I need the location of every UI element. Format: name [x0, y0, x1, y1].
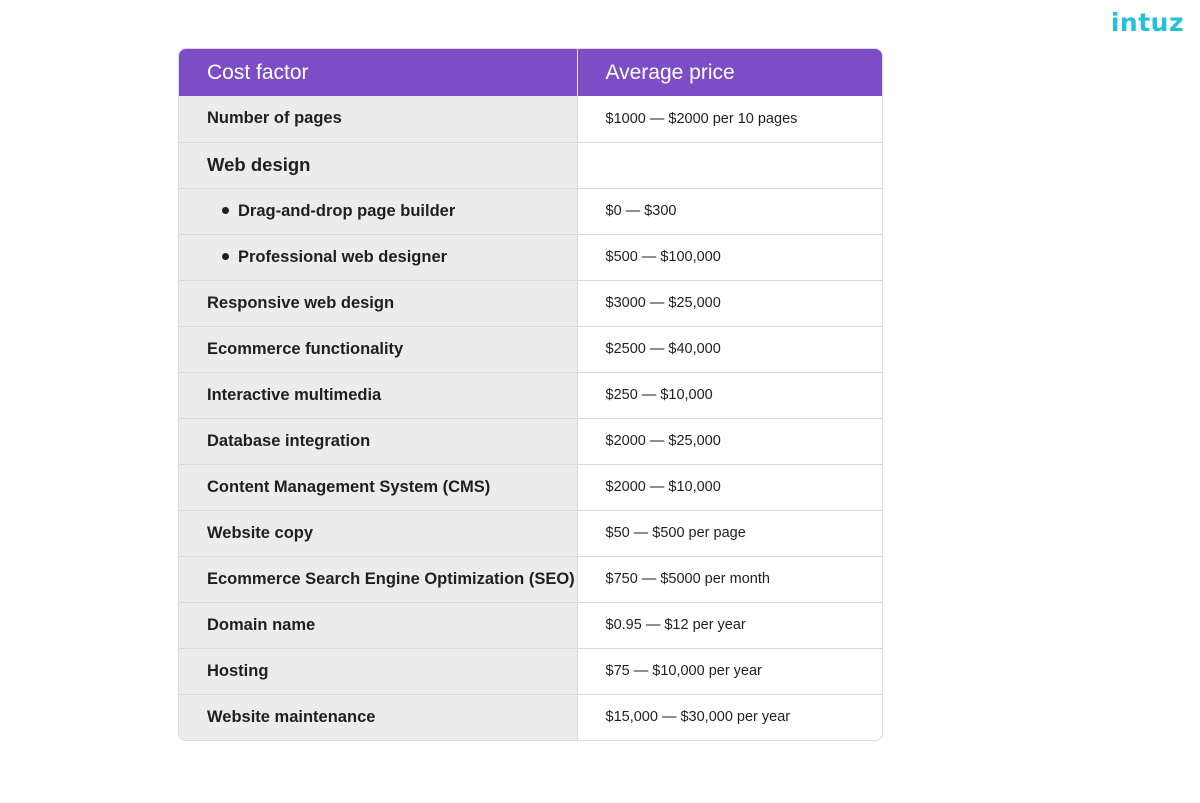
table-row: Drag-and-drop page builder $0 — $300 [179, 188, 882, 235]
column-header-cost-factor: Cost factor [179, 49, 578, 96]
price-cell: $1000 — $2000 per 10 pages [577, 96, 882, 143]
intuz-logo: intuz [1110, 8, 1184, 37]
price-cell: $75 — $10,000 per year [577, 648, 882, 695]
bullet-icon [222, 206, 229, 214]
price-cell: $2000 — $25,000 [577, 418, 882, 465]
cost-factor-subitem-cell: Drag-and-drop page builder [179, 188, 578, 235]
table-row: Web design [179, 142, 882, 189]
cost-table: Cost factor Average price Number of page… [178, 48, 883, 741]
price-cell: $2000 — $10,000 [577, 464, 882, 511]
table-row: Hosting $75 — $10,000 per year [179, 648, 882, 695]
table-row: Interactive multimedia $250 — $10,000 [179, 372, 882, 419]
column-header-average-price: Average price [577, 49, 882, 96]
cost-factor-label: Professional web designer [238, 247, 448, 266]
price-cell: $0 — $300 [577, 188, 882, 235]
price-cell: $3000 — $25,000 [577, 280, 882, 327]
price-cell [577, 142, 882, 189]
cost-factor-cell: Web design [179, 142, 578, 189]
price-cell: $0.95 — $12 per year [577, 602, 882, 649]
price-cell: $250 — $10,000 [577, 372, 882, 419]
cost-factor-cell: Database integration [179, 418, 578, 465]
table-header-row: Cost factor Average price [179, 49, 882, 96]
table-row: Number of pages $1000 — $2000 per 10 pag… [179, 96, 882, 143]
cost-factor-cell: Domain name [179, 602, 578, 649]
table-row: Website maintenance $15,000 — $30,000 pe… [179, 694, 882, 740]
table-row: Content Management System (CMS) $2000 — … [179, 464, 882, 511]
price-cell: $2500 — $40,000 [577, 326, 882, 373]
cost-factor-cell: Responsive web design [179, 280, 578, 327]
table-row: Website copy $50 — $500 per page [179, 510, 882, 557]
table-row: Ecommerce Search Engine Optimization (SE… [179, 556, 882, 603]
cost-factor-cell: Number of pages [179, 96, 578, 143]
cost-factor-cell: Ecommerce Search Engine Optimization (SE… [179, 556, 578, 603]
cost-factor-cell: Website copy [179, 510, 578, 557]
cost-factor-cell: Ecommerce functionality [179, 326, 578, 373]
price-cell: $750 — $5000 per month [577, 556, 882, 603]
cost-factor-cell: Content Management System (CMS) [179, 464, 578, 511]
table-row: Database integration $2000 — $25,000 [179, 418, 882, 465]
table-row: Domain name $0.95 — $12 per year [179, 602, 882, 649]
table-row: Ecommerce functionality $2500 — $40,000 [179, 326, 882, 373]
bullet-icon [222, 252, 229, 260]
table-row: Responsive web design $3000 — $25,000 [179, 280, 882, 327]
cost-factor-cell: Interactive multimedia [179, 372, 578, 419]
price-cell: $50 — $500 per page [577, 510, 882, 557]
cost-factor-subitem-cell: Professional web designer [179, 234, 578, 281]
price-cell: $500 — $100,000 [577, 234, 882, 281]
cost-factor-label: Drag-and-drop page builder [238, 201, 456, 220]
price-cell: $15,000 — $30,000 per year [577, 694, 882, 740]
cost-factor-cell: Hosting [179, 648, 578, 695]
table-row: Professional web designer $500 — $100,00… [179, 234, 882, 281]
cost-factor-cell: Website maintenance [179, 694, 578, 740]
